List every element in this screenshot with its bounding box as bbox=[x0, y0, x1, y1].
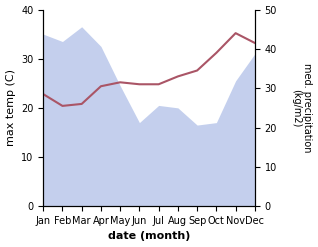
Y-axis label: max temp (C): max temp (C) bbox=[5, 69, 16, 146]
X-axis label: date (month): date (month) bbox=[108, 231, 190, 242]
Y-axis label: med. precipitation
(kg/m2): med. precipitation (kg/m2) bbox=[291, 63, 313, 153]
